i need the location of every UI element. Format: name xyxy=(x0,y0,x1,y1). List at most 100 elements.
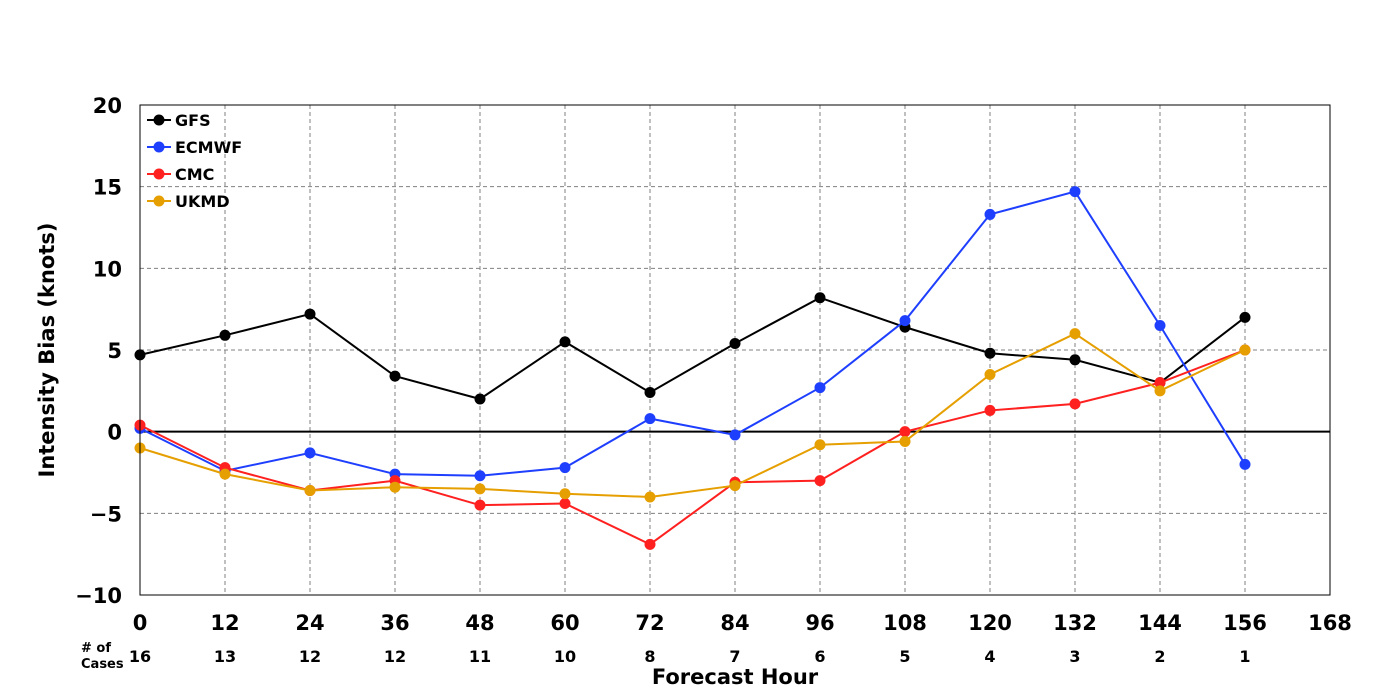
legend-item-ukmd: UKMD xyxy=(147,192,230,211)
legend-label: UKMD xyxy=(175,192,230,211)
data-point-gfs xyxy=(729,337,741,349)
cases-count: 4 xyxy=(984,647,995,666)
cases-count: 1 xyxy=(1239,647,1250,666)
data-point-cmc xyxy=(1069,398,1081,410)
legend-swatch-marker xyxy=(153,141,165,153)
legend: GFS ECMWF CMC UKMD xyxy=(147,111,242,211)
legend-label: GFS xyxy=(175,111,211,130)
series-line-ukmd xyxy=(139,332,1246,499)
x-tick-label: 24 xyxy=(295,611,324,635)
data-point-gfs xyxy=(984,347,996,359)
x-tick-label: 168 xyxy=(1308,611,1352,635)
data-point-cmc xyxy=(644,538,656,550)
data-point-ukmd xyxy=(474,483,486,495)
data-point-cmc xyxy=(1154,377,1166,389)
x-tick-label: 120 xyxy=(968,611,1012,635)
series-line-cmc xyxy=(139,349,1246,546)
data-point-cmc xyxy=(814,475,826,487)
cases-title-line2: Cases xyxy=(81,657,124,672)
x-tick-label: 108 xyxy=(883,611,927,635)
series-layer xyxy=(134,186,1251,550)
cases-count: 16 xyxy=(129,647,151,666)
cases-title-line1: # of xyxy=(81,641,111,656)
data-point-ukmd xyxy=(814,439,826,451)
data-point-ecmwf xyxy=(729,429,741,441)
legend-swatch-marker xyxy=(153,168,165,180)
y-tick-labels: −10 −5 0 5 10 15 20 xyxy=(75,94,122,608)
cases-count: 8 xyxy=(644,647,655,666)
data-point-ecmwf xyxy=(984,208,996,220)
data-point-ecmwf xyxy=(1069,186,1081,198)
data-point-gfs xyxy=(219,329,231,341)
x-tick-label: 12 xyxy=(210,611,239,635)
data-point-gfs xyxy=(814,292,826,304)
data-point-cmc xyxy=(984,404,996,416)
data-point-ukmd xyxy=(559,488,571,500)
data-point-ukmd xyxy=(219,468,231,480)
data-point-gfs xyxy=(1239,311,1251,323)
y-tick-label: 20 xyxy=(93,94,122,118)
data-point-gfs xyxy=(559,336,571,348)
data-point-ukmd xyxy=(644,491,656,503)
data-point-ecmwf xyxy=(814,382,826,394)
data-point-cmc xyxy=(559,498,571,510)
data-point-ecmwf xyxy=(559,462,571,474)
x-tick-label: 48 xyxy=(465,611,494,635)
cases-count: 13 xyxy=(214,647,236,666)
data-point-ukmd xyxy=(1239,344,1251,356)
data-point-ecmwf xyxy=(1239,458,1251,470)
data-point-gfs xyxy=(644,386,656,398)
legend-label: ECMWF xyxy=(175,138,242,157)
legend-item-ecmwf: ECMWF xyxy=(147,138,242,157)
cases-count: 5 xyxy=(899,647,910,666)
data-point-ukmd xyxy=(984,369,996,380)
series-line-ecmwf xyxy=(139,190,1246,477)
legend-swatch-marker xyxy=(153,114,165,126)
x-tick-label: 156 xyxy=(1223,611,1267,635)
legend-item-cmc: CMC xyxy=(147,165,214,184)
x-tick-label: 144 xyxy=(1138,611,1182,635)
data-point-ukmd xyxy=(1069,328,1081,340)
data-point-cmc xyxy=(474,499,486,511)
data-point-ukmd xyxy=(1154,385,1166,397)
legend-swatch-marker xyxy=(153,195,165,207)
y-tick-label: 5 xyxy=(107,339,122,363)
x-tick-labels: 0 12 24 36 48 60 72 84 96 108 120 132 144 156 168 xyxy=(133,611,1352,635)
cases-row: # of Cases 16 13 12 12 11 10 8 7 6 5 4 3 2 1 xyxy=(81,641,1251,672)
data-point-ukmd xyxy=(729,480,741,492)
cases-count: 11 xyxy=(469,647,491,666)
data-point-ukmd xyxy=(899,435,911,447)
data-point-ukmd xyxy=(304,484,316,496)
data-point-ecmwf xyxy=(304,447,316,459)
cases-count: 12 xyxy=(384,647,406,666)
x-axis-title: Forecast Hour xyxy=(652,665,819,689)
y-axis-title: Intensity Bias (knots) xyxy=(35,223,59,478)
data-point-gfs xyxy=(389,370,401,382)
y-tick-label: 10 xyxy=(93,257,122,281)
x-tick-label: 60 xyxy=(550,611,579,635)
data-point-ukmd xyxy=(389,481,401,493)
y-tick-label: 15 xyxy=(93,176,122,200)
x-tick-label: 0 xyxy=(133,611,148,635)
plot-frame xyxy=(139,104,1331,596)
series-ukmd xyxy=(134,328,1251,503)
data-point-ecmwf xyxy=(474,470,486,482)
x-tick-label: 84 xyxy=(720,611,749,635)
x-tick-label: 132 xyxy=(1053,611,1097,635)
series-line-gfs xyxy=(139,296,1246,401)
data-point-gfs xyxy=(304,308,316,320)
data-point-ecmwf xyxy=(644,413,656,425)
legend-item-gfs: GFS xyxy=(147,111,211,130)
cases-count: 3 xyxy=(1069,647,1080,666)
cases-count: 10 xyxy=(554,647,576,666)
data-point-ecmwf xyxy=(899,315,911,327)
y-tick-label: −5 xyxy=(90,502,122,526)
x-tick-label: 72 xyxy=(635,611,664,635)
x-tick-label: 96 xyxy=(805,611,834,635)
cases-count: 12 xyxy=(299,647,321,666)
y-tick-label: 0 xyxy=(107,421,122,445)
data-point-gfs xyxy=(1069,354,1081,366)
data-point-gfs xyxy=(474,393,486,405)
cases-count: 2 xyxy=(1154,647,1165,666)
